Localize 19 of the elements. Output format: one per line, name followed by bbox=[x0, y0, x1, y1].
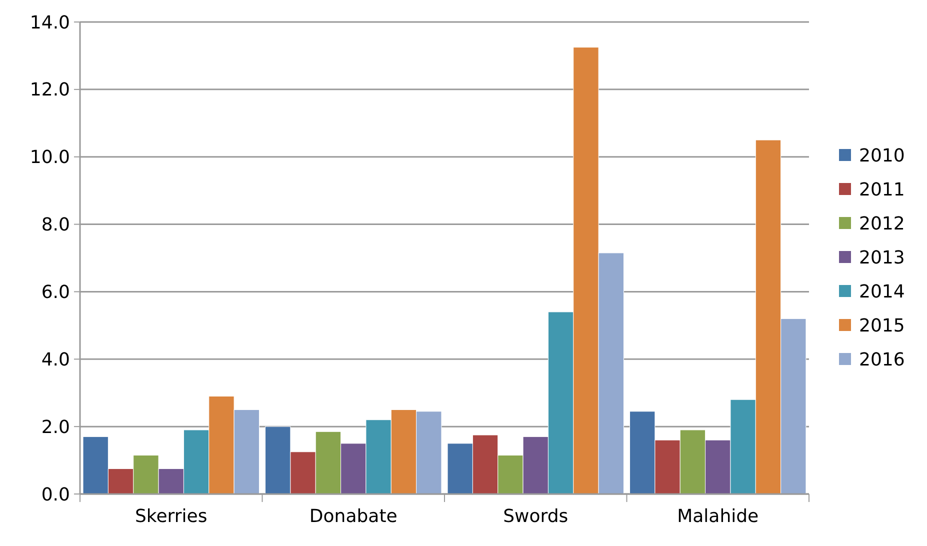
legend-label: 2014 bbox=[859, 281, 905, 302]
y-tick-label: 4.0 bbox=[41, 349, 70, 370]
y-tick-label: 6.0 bbox=[41, 282, 70, 304]
y-tick-label: 14.0 bbox=[30, 12, 70, 34]
x-tick-label: Swords bbox=[503, 506, 568, 527]
y-tick-label: 2.0 bbox=[41, 416, 70, 438]
legend-label: 2012 bbox=[859, 213, 905, 234]
x-tick-label: Skerries bbox=[135, 506, 208, 527]
legend-label: 2015 bbox=[859, 315, 905, 336]
legend-label: 2016 bbox=[859, 349, 905, 370]
y-tick-label: 12.0 bbox=[30, 80, 70, 101]
legend-label: 2013 bbox=[859, 247, 905, 268]
y-tick-label: 10.0 bbox=[30, 147, 70, 168]
legend-label: 2011 bbox=[859, 179, 905, 200]
y-tick-label: 8.0 bbox=[41, 214, 70, 236]
y-tick-label: 0.0 bbox=[41, 484, 70, 506]
x-tick-label: Donabate bbox=[309, 506, 398, 527]
x-tick-label: Malahide bbox=[677, 506, 759, 527]
legend-label: 2010 bbox=[859, 145, 905, 166]
